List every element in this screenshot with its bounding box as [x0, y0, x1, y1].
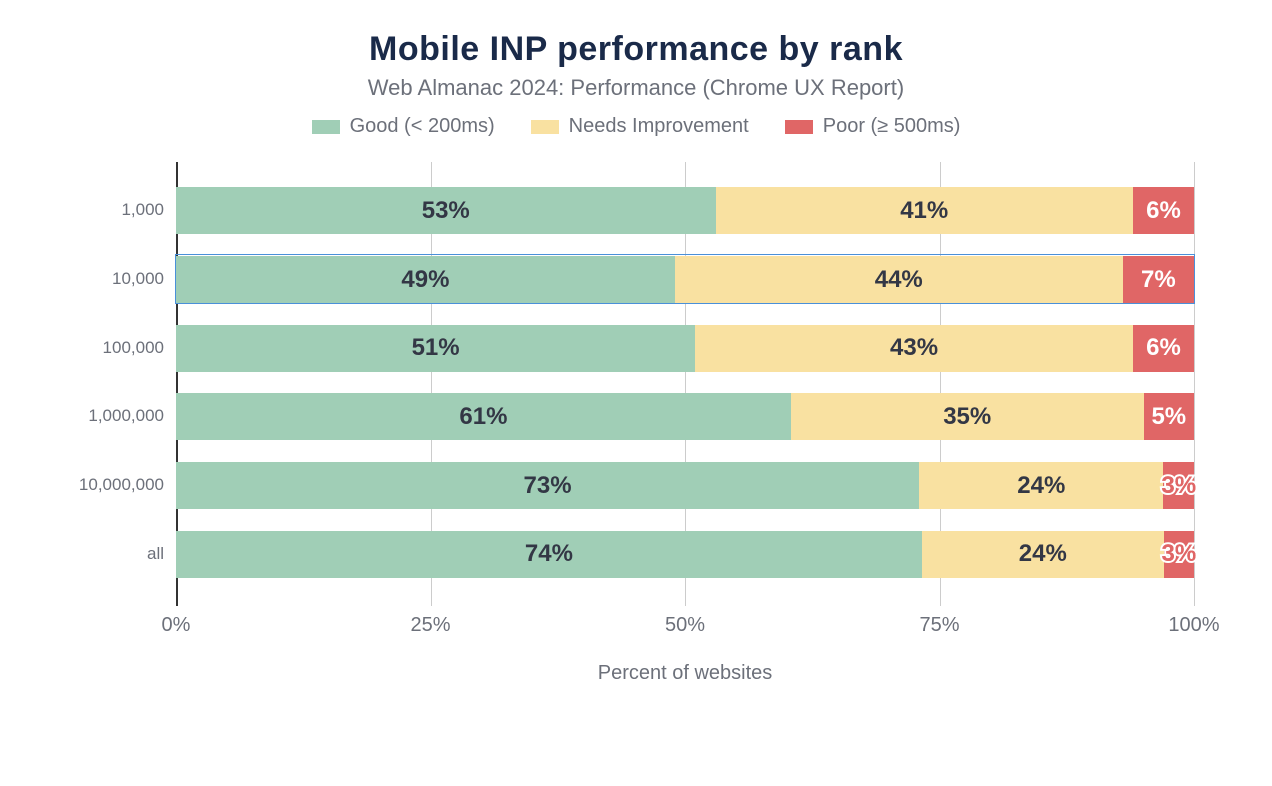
chart-legend: Good (< 200ms) Needs Improvement Poor (≥ 5… [0, 115, 1272, 138]
legend-item: Poor (≥ 500ms) [785, 115, 961, 138]
bar-segment-needs: 41% [716, 187, 1133, 234]
legend-swatch [785, 120, 813, 134]
bar-value-label: 44% [875, 266, 923, 294]
bar-segment-good: 74% [176, 531, 922, 578]
bar-value-label: 3% [1162, 540, 1197, 568]
x-tick-label: 25% [410, 614, 450, 637]
bar-value-label: 53% [422, 197, 470, 225]
x-tick-label: 100% [1168, 614, 1219, 637]
x-tick-label: 75% [919, 614, 959, 637]
category-label: 100,000 [103, 338, 176, 358]
x-axis-label: Percent of websites [176, 662, 1194, 685]
x-tick-label: 0% [162, 614, 191, 637]
category-label: 1,000 [121, 200, 176, 220]
bar-row: 100,00051%43%6% [176, 313, 1194, 382]
bar-segment-needs: 35% [791, 393, 1144, 440]
bar-segment-good: 53% [176, 187, 716, 234]
bar-value-label: 24% [1017, 472, 1065, 500]
legend-swatch [531, 120, 559, 134]
category-label: 10,000,000 [79, 475, 176, 495]
bar-value-label: 6% [1146, 334, 1181, 362]
chart-title: Mobile INP performance by rank [0, 30, 1272, 69]
bar-value-label: 5% [1151, 403, 1186, 431]
legend-item: Good (< 200ms) [312, 115, 495, 138]
stacked-bar: 73% 24% 3%3% [176, 461, 1194, 509]
bar-value-label: 24% [1019, 540, 1067, 568]
bar-value-label: 41% [900, 197, 948, 225]
x-axis-ticks: 0%25%50%75%100% [176, 606, 1194, 646]
chart-container: Mobile INP performance by rank Web Alman… [0, 0, 1272, 786]
bar-segment-poor: 6% [1133, 325, 1194, 372]
bar-row: 10,000,00073%24%3%3% [176, 451, 1194, 520]
stacked-bar: 61% 35% 5% [176, 392, 1194, 440]
bar-segment-poor: 5% [1144, 393, 1194, 440]
bar-segment-needs: 24% [919, 462, 1163, 509]
bar-value-label: 49% [401, 266, 449, 294]
bar-value-label: 6% [1146, 197, 1181, 225]
category-label: 1,000,000 [88, 406, 176, 426]
bar-value-label: 3% [1161, 472, 1196, 500]
category-label: 10,000 [112, 269, 176, 289]
stacked-bar: 49% 44% 7% [176, 255, 1194, 303]
legend-label: Good (< 200ms) [350, 115, 495, 138]
bar-segment-needs: 43% [695, 325, 1133, 372]
stacked-bar: 53% 41% 6% [176, 186, 1194, 234]
bar-value-label: 74% [525, 540, 573, 568]
bar-segment-good: 73% [176, 462, 919, 509]
x-tick-label: 50% [665, 614, 705, 637]
bar-value-label: 35% [943, 403, 991, 431]
category-label: all [147, 544, 176, 564]
legend-label: Needs Improvement [569, 115, 749, 138]
bar-segment-poor: 3%3% [1163, 462, 1194, 509]
bar-value-label: 7% [1141, 266, 1176, 294]
plot-area: 1,00053%41%6%10,00049%44%7%100,00051%43%… [176, 162, 1194, 606]
bar-value-label: 51% [412, 334, 460, 362]
bar-segment-good: 49% [176, 256, 675, 303]
bar-segment-needs: 24% [922, 531, 1164, 578]
stacked-bar: 74% 24% 3%3% [176, 530, 1194, 578]
bar-row: all74%24%3%3% [176, 519, 1194, 588]
legend-swatch [312, 120, 340, 134]
stacked-bar: 51% 43% 6% [176, 324, 1194, 372]
bar-row: 1,00053%41%6% [176, 176, 1194, 245]
chart-subtitle: Web Almanac 2024: Performance (Chrome UX… [0, 75, 1272, 101]
bar-value-label: 73% [524, 472, 572, 500]
bar-value-label: 43% [890, 334, 938, 362]
bar-segment-poor: 6% [1133, 187, 1194, 234]
bar-segment-poor: 3%3% [1164, 531, 1194, 578]
bar-segment-poor: 7% [1123, 256, 1194, 303]
bar-segment-good: 51% [176, 325, 695, 372]
bar-value-label: 61% [459, 403, 507, 431]
bar-segment-good: 61% [176, 393, 791, 440]
bar-rows: 1,00053%41%6%10,00049%44%7%100,00051%43%… [176, 162, 1194, 606]
legend-label: Poor (≥ 500ms) [823, 115, 961, 138]
bar-row: 1,000,00061%35%5% [176, 382, 1194, 451]
bar-row: 10,00049%44%7% [176, 245, 1194, 314]
bar-segment-needs: 44% [675, 256, 1123, 303]
legend-item: Needs Improvement [531, 115, 749, 138]
